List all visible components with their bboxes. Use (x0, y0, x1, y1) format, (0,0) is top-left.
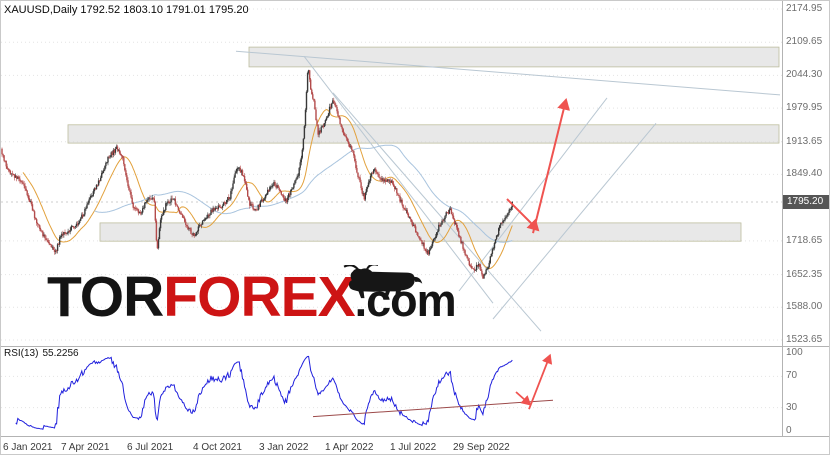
watermark: TORFOREX.com (47, 265, 457, 326)
time-axis-label: 3 Jan 2022 (259, 442, 309, 453)
rsi-axis-label: 30 (786, 401, 798, 413)
rsi-trendline (312, 399, 554, 418)
rsi-forecast-arrow (528, 353, 553, 410)
rsi-axis-label: 100 (786, 347, 803, 358)
bull-logo-icon (343, 265, 423, 299)
price-axis-label: 1718.65 (786, 234, 823, 246)
trendline (332, 92, 542, 332)
time-axis-label: 4 Oct 2021 (193, 442, 242, 453)
bull-candle-bodies (10, 70, 513, 279)
price-axis-label: 2109.65 (786, 36, 823, 48)
trendline (235, 50, 781, 96)
rsi-indicator-name: RSI(13) (4, 348, 39, 359)
trendline (303, 55, 494, 304)
rsi-line (15, 355, 513, 430)
price-axis-divider (782, 1, 783, 436)
time-axis-label: 1 Jul 2022 (390, 442, 437, 453)
support-resistance-zone (67, 124, 780, 144)
bear-candle-wicks (1, 69, 503, 279)
price-axis-label: 1523.65 (786, 334, 823, 345)
time-axis-label: 1 Apr 2022 (325, 442, 374, 453)
price-axis-label: 1979.95 (786, 102, 823, 114)
current-price-badge: 1795.20 (783, 195, 829, 209)
rsi-indicator-value: 55.2256 (42, 348, 79, 359)
rsi-axis-label: 70 (786, 370, 798, 382)
price-axis-label: 1588.00 (786, 301, 823, 313)
time-axis-label: 6 Jan 2021 (3, 442, 53, 453)
symbol-quote-line: XAUUSD,Daily 1792.52 1803.10 1791.01 179… (4, 4, 249, 16)
price-chart-canvas[interactable] (1, 1, 782, 346)
time-axis-label: 29 Sep 2022 (453, 442, 510, 453)
watermark-tor: TOR (47, 265, 164, 329)
support-resistance-zone (248, 46, 780, 68)
price-axis-label: 2174.95 (786, 3, 823, 14)
watermark-forex: FOREX (163, 265, 355, 329)
forecast-arrow (532, 98, 570, 234)
price-axis-label: 1652.35 (786, 268, 823, 280)
time-axis-divider (1, 436, 829, 437)
time-axis-label: 6 Jul 2021 (127, 442, 174, 453)
moving-average-line (94, 144, 513, 243)
price-axis-label: 1849.40 (786, 168, 823, 180)
rsi-indicator-label: RSI(13) 55.2256 (4, 348, 79, 359)
trendline (492, 122, 657, 320)
time-axis-label: 7 Apr 2021 (61, 442, 110, 453)
moving-average-line (22, 108, 513, 270)
price-axis-label: 2044.30 (786, 69, 823, 81)
trendline (458, 97, 608, 292)
bear-candle-bodies (1, 70, 503, 279)
support-resistance-zone (99, 222, 742, 242)
forecast-arrow (506, 198, 540, 232)
price-axis-label: 1913.65 (786, 135, 823, 147)
rsi-forecast-arrow (515, 391, 532, 406)
rsi-chart-canvas[interactable] (1, 346, 782, 436)
pane-divider[interactable] (1, 346, 829, 347)
